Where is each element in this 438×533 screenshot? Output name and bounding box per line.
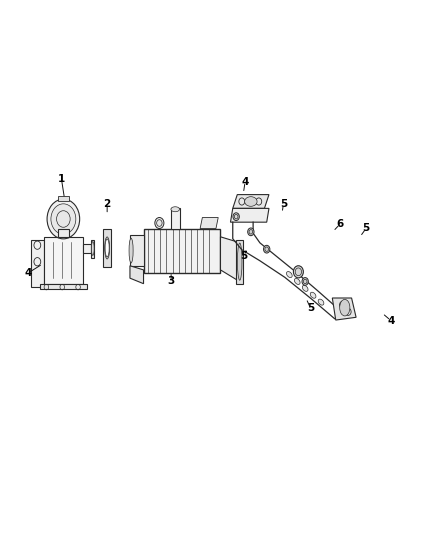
Circle shape <box>264 245 270 253</box>
Ellipse shape <box>302 285 308 292</box>
Ellipse shape <box>310 292 316 298</box>
Text: 5: 5 <box>240 251 248 261</box>
Ellipse shape <box>105 237 110 259</box>
Polygon shape <box>237 239 243 284</box>
Ellipse shape <box>294 278 300 285</box>
Polygon shape <box>220 237 239 281</box>
Circle shape <box>51 204 76 234</box>
Text: 5: 5 <box>363 223 370 233</box>
Circle shape <box>248 228 254 236</box>
Polygon shape <box>31 240 44 287</box>
Ellipse shape <box>340 300 350 316</box>
Polygon shape <box>130 266 144 284</box>
Polygon shape <box>103 229 111 267</box>
Ellipse shape <box>129 238 133 263</box>
Circle shape <box>302 278 308 285</box>
Polygon shape <box>144 229 220 273</box>
Polygon shape <box>58 196 69 201</box>
Text: 4: 4 <box>387 316 395 326</box>
Text: 1: 1 <box>58 174 65 184</box>
Text: 5: 5 <box>307 303 314 313</box>
Polygon shape <box>44 237 83 284</box>
Polygon shape <box>233 195 269 208</box>
Polygon shape <box>83 244 91 254</box>
Text: 2: 2 <box>103 199 111 209</box>
Polygon shape <box>230 208 269 222</box>
Polygon shape <box>58 229 69 237</box>
Circle shape <box>47 199 80 239</box>
Ellipse shape <box>171 207 180 212</box>
Text: 6: 6 <box>336 219 344 229</box>
Text: 3: 3 <box>167 276 175 286</box>
Ellipse shape <box>286 271 292 278</box>
Polygon shape <box>200 217 218 229</box>
Polygon shape <box>332 298 356 320</box>
Polygon shape <box>91 240 94 257</box>
Polygon shape <box>39 284 87 289</box>
Text: 5: 5 <box>280 199 287 209</box>
Circle shape <box>155 217 164 229</box>
Text: 4: 4 <box>241 176 249 187</box>
Ellipse shape <box>237 243 242 280</box>
Polygon shape <box>130 236 144 266</box>
Circle shape <box>293 266 304 278</box>
Text: 4: 4 <box>25 268 32 278</box>
Ellipse shape <box>245 197 257 206</box>
Ellipse shape <box>318 299 324 305</box>
Ellipse shape <box>105 239 109 257</box>
Circle shape <box>233 213 239 221</box>
Polygon shape <box>171 208 180 229</box>
Ellipse shape <box>92 241 94 255</box>
